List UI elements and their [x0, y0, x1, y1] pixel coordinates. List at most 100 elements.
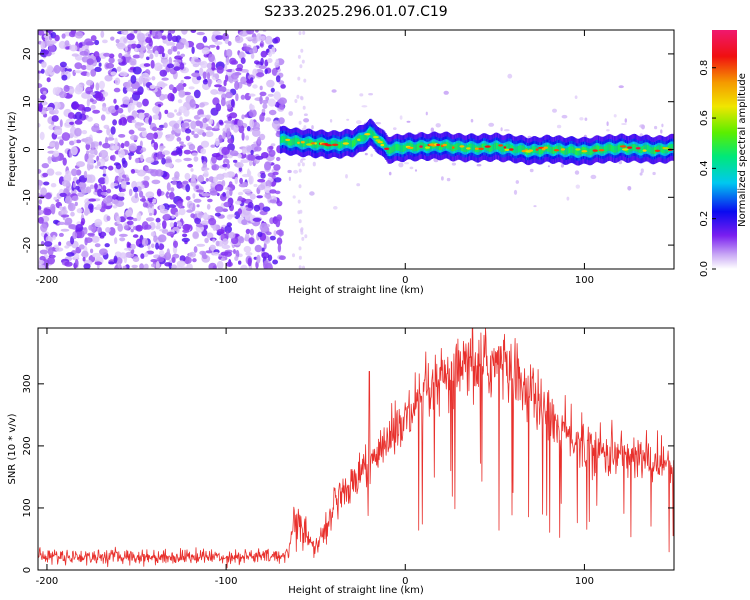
noise-cell — [264, 68, 268, 75]
ridge-cell — [608, 144, 611, 151]
noise-cell — [140, 184, 145, 189]
noise-cell — [188, 143, 196, 151]
noise-cell — [169, 222, 174, 228]
noise-cell — [43, 49, 49, 55]
noise-cell — [136, 212, 142, 222]
noise-cell — [156, 222, 162, 226]
ridge-cell — [659, 145, 661, 152]
ridge-cell — [515, 146, 517, 154]
noise-cell — [159, 204, 165, 211]
noise-cell — [69, 121, 75, 126]
noise-cell — [175, 211, 179, 218]
ridge-cell — [303, 140, 305, 147]
noise-cell — [228, 232, 236, 239]
noise-cell — [278, 103, 285, 110]
noise-cell — [60, 228, 70, 232]
noise-cell — [120, 142, 125, 149]
noise-cell — [529, 168, 534, 173]
noise-cell — [575, 184, 580, 189]
noise-cell — [222, 192, 227, 197]
noise-cell — [228, 181, 233, 188]
noise-cell — [209, 44, 216, 48]
ridge-cell — [340, 141, 342, 149]
ridge-cell — [470, 143, 472, 151]
noise-cell — [120, 55, 126, 65]
ridge-peak — [425, 146, 430, 149]
x-tick-label: -200 — [36, 576, 59, 587]
noise-cell — [195, 185, 199, 190]
noise-cell — [235, 93, 239, 102]
noise-cell — [243, 43, 247, 48]
ridge-cell — [507, 143, 510, 151]
noise-cell — [74, 185, 80, 190]
ridge-cell — [362, 134, 364, 142]
ridge-cell — [619, 143, 621, 151]
ridge-cell — [651, 147, 654, 155]
ridge-cell — [375, 135, 377, 142]
noise-cell — [191, 46, 195, 54]
noise-cell — [166, 182, 171, 192]
noise-cell — [173, 123, 180, 129]
noise-cell — [146, 49, 155, 54]
noise-cell — [193, 198, 202, 203]
noise-cell — [239, 30, 249, 37]
noise-cell — [108, 261, 115, 265]
noise-cell — [547, 165, 550, 168]
noise-cell — [214, 125, 218, 129]
noise-cell — [278, 97, 287, 105]
noise-cell — [150, 59, 155, 69]
noise-cell — [154, 50, 159, 58]
noise-cell — [300, 48, 304, 53]
snr-y-ticks: 0 100 200 300 — [22, 374, 674, 573]
noise-cell — [98, 80, 105, 90]
noise-cell — [126, 241, 130, 249]
noise-cell — [205, 131, 214, 138]
noise-cell — [141, 72, 150, 79]
ridge-peak — [325, 144, 332, 147]
noise-cell — [171, 130, 176, 135]
noise-cell — [364, 152, 368, 156]
ridge-cell — [571, 146, 573, 153]
noise-cell — [224, 123, 231, 129]
ridge-cell — [661, 145, 663, 153]
noise-cell — [202, 117, 208, 123]
noise-cell — [130, 75, 137, 84]
ridge-cell — [623, 144, 626, 152]
noise-cell — [106, 188, 112, 194]
noise-cell — [50, 203, 56, 212]
ridge-cell — [448, 142, 450, 150]
ridge-cell — [652, 147, 655, 155]
noise-cell — [53, 64, 61, 74]
noise-cell — [406, 120, 411, 123]
noise-cell — [166, 248, 170, 258]
noise-cell — [208, 53, 215, 63]
noise-cell — [179, 141, 184, 145]
x-tick-label: 0 — [402, 275, 408, 286]
ridge-cell — [411, 143, 413, 150]
noise-cell — [192, 258, 197, 263]
ridge-cell — [519, 145, 521, 152]
ridge-cell — [284, 136, 286, 143]
noise-cell — [206, 62, 212, 70]
noise-cell — [98, 177, 107, 185]
noise-cell — [253, 183, 258, 188]
noise-cell — [73, 103, 80, 108]
ridge-cell — [446, 141, 448, 149]
noise-cell — [243, 245, 252, 253]
ridge-cell — [356, 136, 358, 144]
noise-cell — [264, 161, 272, 171]
ridge-cell — [423, 143, 426, 150]
noise-cell — [132, 66, 142, 75]
ridge-cell — [508, 143, 511, 151]
ridge-cell — [346, 138, 348, 146]
noise-cell — [171, 264, 177, 269]
noise-cell — [112, 119, 117, 126]
noise-cell — [116, 43, 126, 50]
ridge-cell — [490, 145, 492, 152]
noise-cell — [425, 111, 428, 116]
ridge-cell — [548, 145, 550, 153]
noise-cell — [299, 159, 303, 164]
ridge-cell — [660, 145, 662, 153]
noise-cell — [53, 109, 59, 115]
ridge-cell — [391, 146, 394, 153]
